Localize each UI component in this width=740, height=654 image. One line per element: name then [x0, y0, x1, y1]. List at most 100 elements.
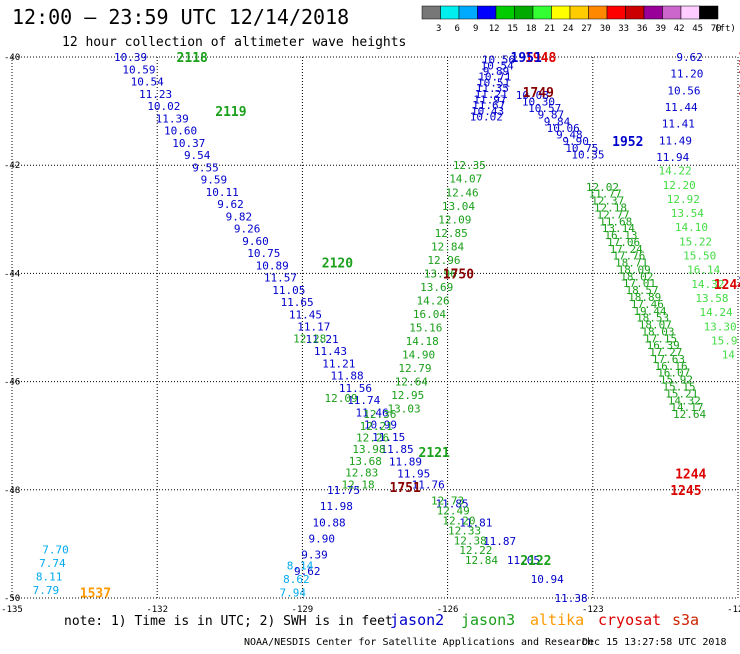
legend-altika: altika [530, 611, 584, 629]
swh-value-label: 10.06 [547, 122, 580, 135]
pass-time-label: 2121 [419, 446, 450, 461]
swh-value-label: 17.06 [607, 236, 640, 249]
swh-value-label: 11.98 [320, 500, 353, 513]
swh-value-label: 11.94 [656, 151, 689, 164]
scale-swatch [643, 5, 663, 20]
scale-label: 39 [655, 24, 666, 34]
swh-value-label: 12.83 [345, 467, 378, 480]
swh-value-label: 11.44 [665, 101, 698, 114]
swh-value-label: 14 [722, 349, 736, 362]
swh-value-label: 9.55 [192, 161, 219, 174]
swh-value-label: 10.51 [477, 76, 510, 89]
swh-value-label: 7.70 [42, 543, 69, 556]
swh-value-label: 11.88 [331, 370, 364, 383]
swh-value-label: 9.87 [538, 109, 565, 122]
swh-value-label: 16.14 [687, 264, 720, 277]
swh-value-label: 8.11 [36, 570, 63, 583]
legend-jason2: jason2 [390, 611, 444, 629]
scale-label: 18 [526, 24, 537, 34]
pass-time-label: 124 [738, 62, 740, 77]
swh-value-label: 16.04 [413, 308, 446, 321]
pass-time-label: 195 [738, 276, 740, 291]
swh-value-label: 10.99 [364, 419, 397, 432]
scale-swatch [458, 5, 478, 20]
satellite-legend: jason2 jason3 altika cryosat s3a [390, 611, 699, 629]
scale-unit: (ft) [714, 24, 736, 34]
swh-value-label: 15.22 [679, 235, 712, 248]
swh-value-label: 12.95 [391, 389, 424, 402]
scale-label: 70 [711, 24, 722, 34]
color-scale-bar: 3 6 9 12 15 18 21 24 27 30 33 36 39 42 45 70(ft) [421, 5, 736, 34]
credit-text: NOAA/NESDIS Center for Satellite Applica… [244, 637, 593, 648]
pass-time-label: 1244 [714, 278, 740, 293]
swh-value-label: 10.94 [531, 573, 564, 586]
swh-value-label: 11.85 [381, 443, 414, 456]
scale-label: 6 [454, 24, 459, 34]
legend-cryosat: cryosat [598, 611, 661, 629]
swh-value-label: 11.21 [475, 88, 508, 101]
lat-tick-label: -42 [4, 161, 20, 171]
swh-value-label: 14.17 [670, 401, 703, 414]
swh-value-label: 11.38 [554, 592, 587, 605]
swh-value-label: 9.90 [309, 532, 336, 545]
swh-value-label: 10.59 [122, 63, 155, 76]
chart-subtitle: 12 hour collection of altimeter wave hei… [62, 35, 406, 50]
swh-value-label: 13.04 [442, 200, 475, 213]
scale-label: 33 [618, 24, 629, 34]
pass-time-label: 1750 [443, 267, 474, 282]
swh-value-label: 17.24 [610, 243, 643, 256]
pass-time-label: 1537 [80, 587, 111, 602]
scale-swatch [662, 5, 682, 20]
swh-value-label: 18.09 [618, 263, 651, 276]
swh-value-label: 12.18 [341, 478, 374, 491]
swh-value-label: 10.60 [164, 125, 197, 138]
scale-swatch [551, 5, 571, 20]
swh-value-label: 14.18 [406, 335, 439, 348]
swh-value-label: 14.90 [402, 349, 435, 362]
lat-lon-grid: -40-42-44-46-48-50-135 -132 -129 -126 -123 -1… [1, 53, 740, 615]
swh-value-label: 12.20 [663, 179, 696, 192]
swh-value-label: 13.58 [695, 292, 728, 305]
swh-value-label: 11.65 [281, 296, 314, 309]
scale-label: 12 [489, 24, 500, 34]
swh-value-label: 16.16 [655, 360, 688, 373]
swh-value-label: 10.75 [565, 142, 598, 155]
swh-value-label: 10.88 [312, 516, 345, 529]
scale-swatch [606, 5, 626, 20]
pass-time-label: 1951 [511, 51, 542, 66]
swh-value-label: 9.48 [556, 129, 583, 142]
wave-height-values: 10.3910.5910.5411.2310.0211.3910.6010.37… [33, 51, 738, 605]
swh-value-label: 10.75 [247, 247, 280, 260]
swh-value-label: 15.15 [662, 381, 695, 394]
chart-title: 12:00 – 23:59 UTC 12/14/2018 [12, 5, 349, 29]
lat-tick-label: -50 [4, 594, 20, 604]
swh-value-label: 13.68 [349, 455, 382, 468]
scale-label: 21 [544, 24, 555, 34]
lon-tick-label: -126 [437, 605, 459, 615]
swh-value-label: 10.02 [147, 100, 180, 113]
swh-value-label: 11.45 [289, 308, 322, 321]
scale-swatch [495, 5, 515, 20]
swh-value-label: 12.85 [435, 227, 468, 240]
swh-value-label: 12.22 [459, 544, 492, 557]
swh-value-label: 12.64 [395, 376, 428, 389]
pass-time-label: 2122 [520, 554, 551, 569]
swh-value-label: 11.57 [264, 272, 297, 285]
swh-value-label: 12.96 [427, 254, 460, 267]
swh-value-label: 11.68 [599, 215, 632, 228]
swh-value-label: 12.79 [398, 362, 431, 375]
swh-value-label: 19.44 [633, 305, 666, 318]
swh-value-label: 11.74 [347, 394, 380, 407]
swh-value-label: 7.74 [39, 557, 66, 570]
scale-swatch [680, 5, 700, 20]
pass-time-label: 2119 [215, 105, 246, 120]
scale-label: 9 [473, 24, 478, 34]
lon-tick-label: -129 [292, 605, 314, 615]
swh-value-label: 12.02 [586, 181, 619, 194]
swh-value-label: 11.49 [659, 134, 692, 147]
swh-value-label: 14.32 [691, 278, 724, 291]
swh-value-label: 13.30 [704, 320, 737, 333]
swh-value-label: 12.64 [673, 408, 706, 421]
swh-value-label: 16.13 [604, 229, 637, 242]
